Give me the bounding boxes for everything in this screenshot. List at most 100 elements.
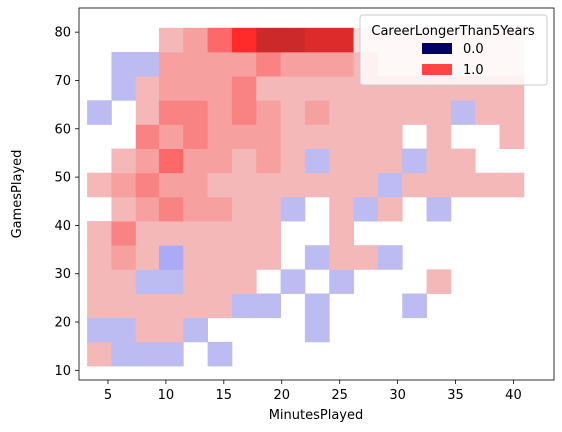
heatmap-cell (450, 148, 476, 174)
x-tick-label: 40 (505, 388, 522, 403)
heatmap-cell (402, 100, 427, 125)
heatmap-cell (256, 124, 281, 149)
heatmap-cell (135, 51, 160, 77)
heatmap-cell (329, 196, 354, 222)
heatmap-cell (183, 317, 208, 343)
heatmap-cell (280, 76, 306, 101)
heatmap-cell (231, 76, 257, 101)
heatmap-cell (256, 100, 281, 125)
x-tick-label: 10 (158, 388, 175, 403)
y-tick-label: 60 (54, 122, 71, 137)
heatmap-cell (353, 148, 379, 174)
heatmap-cell (329, 172, 354, 198)
heatmap-cell (183, 269, 208, 294)
heatmap-cell (256, 293, 281, 319)
heatmap-cell (87, 245, 112, 270)
heatmap-cell (158, 51, 184, 77)
heatmap-cell (304, 76, 330, 101)
heatmap-cell (183, 100, 208, 125)
y-tick-label: 50 (54, 171, 71, 186)
y-tick-label: 40 (54, 219, 71, 234)
x-tick-label: 5 (104, 388, 112, 403)
heatmap-cell (207, 76, 233, 101)
heatmap-cell (329, 269, 354, 294)
y-tick-label: 20 (54, 316, 71, 331)
heatmap-cell (377, 172, 403, 198)
heatmap-cell (135, 76, 160, 101)
heatmap-cell (207, 124, 233, 149)
heatmap-cell (207, 148, 233, 174)
heatmap-cell (111, 76, 137, 101)
heatmap-cell (402, 172, 427, 198)
heatmap-cell (256, 221, 281, 246)
legend-swatch-1 (422, 64, 452, 75)
heatmap-cell (135, 100, 160, 125)
heatmap-cell (402, 148, 427, 174)
y-tick-label: 10 (54, 364, 71, 379)
heatmap-cell (207, 341, 233, 367)
heatmap-cell (280, 100, 306, 125)
heatmap-cell (231, 221, 257, 246)
y-tick-label: 80 (54, 26, 71, 41)
heatmap-cell (231, 172, 257, 198)
heatmap-cell (183, 293, 208, 319)
x-tick-label: 35 (447, 388, 464, 403)
heatmap-cell (231, 245, 257, 270)
y-tick-label: 30 (54, 267, 71, 282)
heatmap-cell (329, 148, 354, 174)
heatmap-cell (87, 172, 112, 198)
heatmap-cell (158, 293, 184, 319)
heatmap-cell (87, 317, 112, 343)
heatmap-cell (256, 76, 281, 101)
heatmap-cell (207, 27, 233, 53)
heatmap-cell (280, 124, 306, 149)
heatmap-cell (183, 148, 208, 174)
heatmap-cell (353, 124, 379, 149)
x-tick-label: 25 (331, 388, 348, 403)
heatmap-cell (377, 124, 403, 149)
heatmap-cell (450, 172, 476, 198)
legend-label-0: 0.0 (463, 42, 484, 57)
heatmap-cell (158, 269, 184, 294)
x-axis-ticks: 5 10 15 20 25 30 35 40 (104, 380, 522, 403)
heatmap-cell (329, 245, 354, 270)
heatmap-cell (329, 27, 354, 53)
heatmap-cell (111, 293, 137, 319)
heatmap-cell (207, 245, 233, 270)
heatmap-cell (304, 27, 330, 53)
heatmap-cell (231, 27, 257, 53)
heatmap-cell (87, 100, 112, 125)
heatmap-cell (231, 148, 257, 174)
heatmap-cell (135, 124, 160, 149)
heatmap-cell (183, 51, 208, 77)
heatmap-cell (231, 293, 257, 319)
heatmap-cell (135, 341, 160, 367)
heatmap-cell (207, 172, 233, 198)
heatmap-cell (329, 100, 354, 125)
heatmap-cell (158, 196, 184, 222)
heatmap-cell (158, 148, 184, 174)
y-tick-label: 70 (54, 74, 71, 89)
legend-box (359, 14, 548, 86)
heatmap-cell (183, 172, 208, 198)
x-tick-label: 15 (216, 388, 233, 403)
heatmap-cell (231, 100, 257, 125)
heatmap-cell (256, 172, 281, 198)
x-axis-label: MinutesPlayed (269, 408, 364, 423)
heatmap-cell (135, 269, 160, 294)
heatmap-cell (256, 148, 281, 174)
heatmap-cell (280, 269, 306, 294)
heatmap-cell (304, 51, 330, 77)
heatmap-cell (426, 124, 452, 149)
heatmap-cell (87, 341, 112, 367)
x-tick-label: 30 (389, 388, 406, 403)
heatmap-cell (426, 148, 452, 174)
heatmap-cell (111, 245, 137, 270)
legend-title: CareerLongerThan5Years (371, 24, 534, 39)
heatmap-cell (111, 221, 137, 246)
heatmap-cell (135, 317, 160, 343)
y-axis-label: GamesPlayed (10, 150, 25, 239)
heatmap-cell (207, 221, 233, 246)
heatmap-cell (304, 317, 330, 343)
legend-swatch-0 (422, 43, 452, 54)
